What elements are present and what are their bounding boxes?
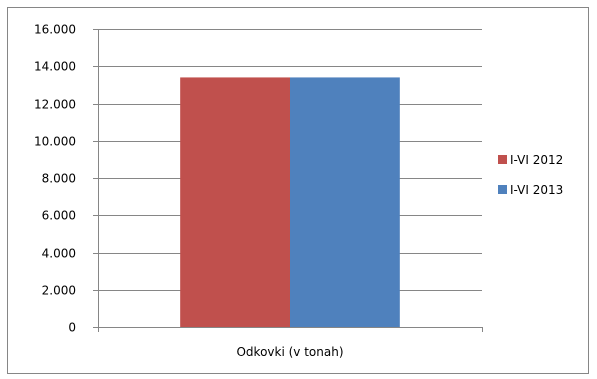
bar-i-vi-2012	[180, 77, 290, 327]
legend-label: I-VI 2013	[510, 183, 563, 197]
bars	[180, 77, 400, 327]
y-tick-label: 4.000	[42, 247, 76, 261]
y-tick-label: 10.000	[34, 135, 76, 149]
y-tick-label: 8.000	[42, 172, 76, 186]
legend-swatch	[498, 155, 507, 164]
y-tick-label: 16.000	[34, 23, 76, 37]
y-tick-label: 0	[68, 321, 76, 335]
x-axis: Odkovki (v tonah)	[93, 327, 483, 359]
y-axis: 0 2.000 4.000 6.000 8.000 10.000 12.000 14.000 1…	[34, 23, 99, 335]
bar-i-vi-2013	[290, 77, 400, 327]
y-tick-label: 14.000	[34, 60, 76, 74]
y-tick-label: 6.000	[42, 209, 76, 223]
legend-swatch	[498, 185, 507, 194]
y-tick-label: 2.000	[42, 284, 76, 298]
x-category-label: Odkovki (v tonah)	[236, 345, 343, 359]
legend-label: I-VI 2012	[510, 153, 563, 167]
legend: I-VI 2012 I-VI 2013	[498, 153, 563, 197]
y-tick-label: 12.000	[34, 98, 76, 112]
